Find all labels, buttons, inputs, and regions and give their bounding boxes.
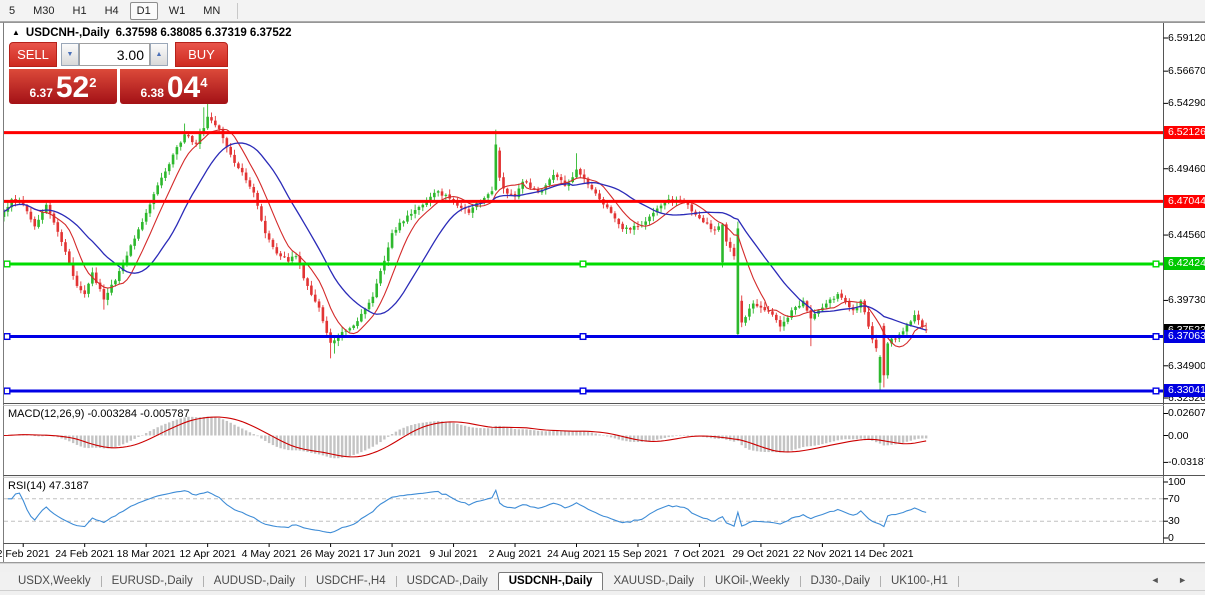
date-tick-label: 26 May 2021 <box>300 548 361 560</box>
rsi-tick-label: 100 <box>1168 476 1186 488</box>
date-tick-label: 24 Aug 2021 <box>547 548 606 560</box>
tab-separator <box>395 575 397 587</box>
volume-up-icon: ▲ <box>155 51 163 58</box>
chart-tab-usdchf-h4[interactable]: USDCHF-,H4 <box>315 574 386 587</box>
chart-title: ▲ USDCNH-,Daily 6.37598 6.38085 6.37319 … <box>12 27 292 39</box>
date-tick-label: 17 Jun 2021 <box>363 548 421 560</box>
date-tick-label: 2 Aug 2021 <box>488 548 542 560</box>
timeframe-h1[interactable]: H1 <box>72 4 87 17</box>
chart-tab-audusd-daily[interactable]: AUDUSD-,Daily <box>213 574 295 587</box>
tab-scroll-left-icon[interactable]: ◄ <box>1150 575 1168 585</box>
date-tick-label: 24 Feb 2021 <box>55 548 115 560</box>
date-tick-label: 2 Feb 2021 <box>0 548 50 560</box>
horizontal-scrollbar[interactable] <box>0 563 1205 572</box>
chart-tab-eurusd-daily[interactable]: EURUSD-,Daily <box>111 574 193 587</box>
collapse-arrow-icon[interactable]: ▲ <box>12 27 20 37</box>
one-click-trading-panel: SELL ▼ ▲ BUY 6.37 52 2 6.38 04 4 <box>9 42 228 104</box>
buy-price-big: 04 <box>166 71 201 104</box>
volume-input[interactable] <box>79 43 150 66</box>
rsi-label: RSI(14) 47.3187 <box>8 480 89 492</box>
buy-price-quote[interactable]: 6.38 04 4 <box>120 69 228 104</box>
date-tick-label: 14 Dec 2021 <box>854 548 914 560</box>
chart-tab-uk100-h1[interactable]: UK100-,H1 <box>890 574 948 587</box>
price-tick-label: 6.34900 <box>1168 359 1205 372</box>
rsi-tick-label: 70 <box>1168 492 1180 505</box>
chart-tab-ukoil-weekly[interactable]: UKOil-,Weekly <box>714 574 790 587</box>
price-tick-label: 6.44560 <box>1168 229 1205 242</box>
timeframe-h4[interactable]: H4 <box>104 4 119 17</box>
sell-price-quote[interactable]: 6.37 52 2 <box>9 69 117 104</box>
price-tick-label: 6.56670 <box>1168 65 1205 78</box>
timeframe-w1[interactable]: W1 <box>168 4 186 17</box>
status-strip <box>0 590 1205 595</box>
volume-down-icon: ▼ <box>66 51 74 58</box>
timeframe-mn[interactable]: MN <box>203 4 221 17</box>
price-axis <box>1164 23 1205 543</box>
timeframe-5[interactable]: 5 <box>9 4 16 17</box>
date-tick-label: 29 Oct 2021 <box>732 548 790 560</box>
toolbar-divider <box>237 2 239 19</box>
sell-button[interactable]: SELL <box>9 42 57 67</box>
sell-price-big: 52 <box>55 71 90 104</box>
date-tick-label: 15 Sep 2021 <box>608 548 668 560</box>
rsi-tick-label: 30 <box>1168 515 1180 528</box>
tab-scroll-arrows: ◄ ► <box>1151 575 1195 585</box>
date-tick-label: 4 May 2021 <box>241 548 297 560</box>
date-tick-label: 18 Mar 2021 <box>116 548 176 560</box>
chart-tab-usdcnh-daily[interactable]: USDCNH-,Daily <box>497 571 604 591</box>
price-tick-label: 6.59120 <box>1168 32 1205 44</box>
tab-separator <box>957 575 959 587</box>
price-badge: 6.47044 <box>1164 194 1205 208</box>
tab-separator <box>879 575 881 587</box>
macd-tick-label: -0.03187 <box>1168 456 1205 469</box>
volume-increase-button[interactable]: ▲ <box>150 43 168 66</box>
tab-separator <box>304 575 306 587</box>
chart-tab-dj30-daily[interactable]: DJ30-,Daily <box>810 574 870 587</box>
date-tick-label: 12 Apr 2021 <box>179 548 236 560</box>
macd-tick-label: 0.02607 <box>1168 407 1205 420</box>
price-badge: 6.52126 <box>1164 126 1205 140</box>
sell-price-pip: 2 <box>89 75 97 90</box>
chart-tab-usdcad-daily[interactable]: USDCAD-,Daily <box>406 574 488 587</box>
rsi-tick-label: 0 <box>1168 532 1174 544</box>
price-badge: 6.42424 <box>1164 257 1205 271</box>
chart-tab-bar: USDX,Weekly EURUSD-,Daily AUDUSD-,Daily USD… <box>0 571 1205 591</box>
macd-tick-label: 0.00 <box>1168 429 1189 442</box>
volume-decrease-button[interactable]: ▼ <box>61 43 79 66</box>
timeframe-toolbar: 5 M30 H1 H4 D1 W1 MN <box>0 0 1205 22</box>
timeframe-d1[interactable]: D1 <box>129 1 158 20</box>
price-tick-label: 6.39730 <box>1168 294 1205 307</box>
tab-separator <box>799 575 801 587</box>
tab-separator <box>202 575 204 587</box>
price-tick-label: 6.49460 <box>1168 162 1205 175</box>
chart-symbol-period: USDCNH-,Daily <box>25 27 110 39</box>
chart-ohlc-values: 6.37598 6.38085 6.37319 6.37522 <box>115 27 292 39</box>
chart-tab-xauusd-daily[interactable]: XAUUSD-,Daily <box>613 574 694 587</box>
date-tick-label: 22 Nov 2021 <box>792 548 853 560</box>
buy-price-pip: 4 <box>200 75 208 90</box>
chart-tab-usdx-weekly[interactable]: USDX,Weekly <box>18 574 91 587</box>
tab-separator <box>100 575 102 587</box>
tab-scroll-right-icon[interactable]: ► <box>1178 575 1195 585</box>
buy-button[interactable]: BUY <box>175 42 228 67</box>
date-tick-label: 7 Oct 2021 <box>673 548 726 560</box>
date-tick-label: 9 Jul 2021 <box>429 548 478 560</box>
price-tick-label: 6.54290 <box>1168 97 1205 110</box>
price-badge: 6.37063 <box>1164 330 1205 344</box>
macd-label: MACD(12,26,9) -0.003284 -0.005787 <box>8 408 190 420</box>
sell-price-small: 6.37 <box>29 86 53 100</box>
price-badge: 6.33041 <box>1164 384 1205 398</box>
timeframe-m30[interactable]: M30 <box>33 4 55 17</box>
tab-separator <box>703 575 705 587</box>
buy-price-small: 6.38 <box>140 86 164 100</box>
